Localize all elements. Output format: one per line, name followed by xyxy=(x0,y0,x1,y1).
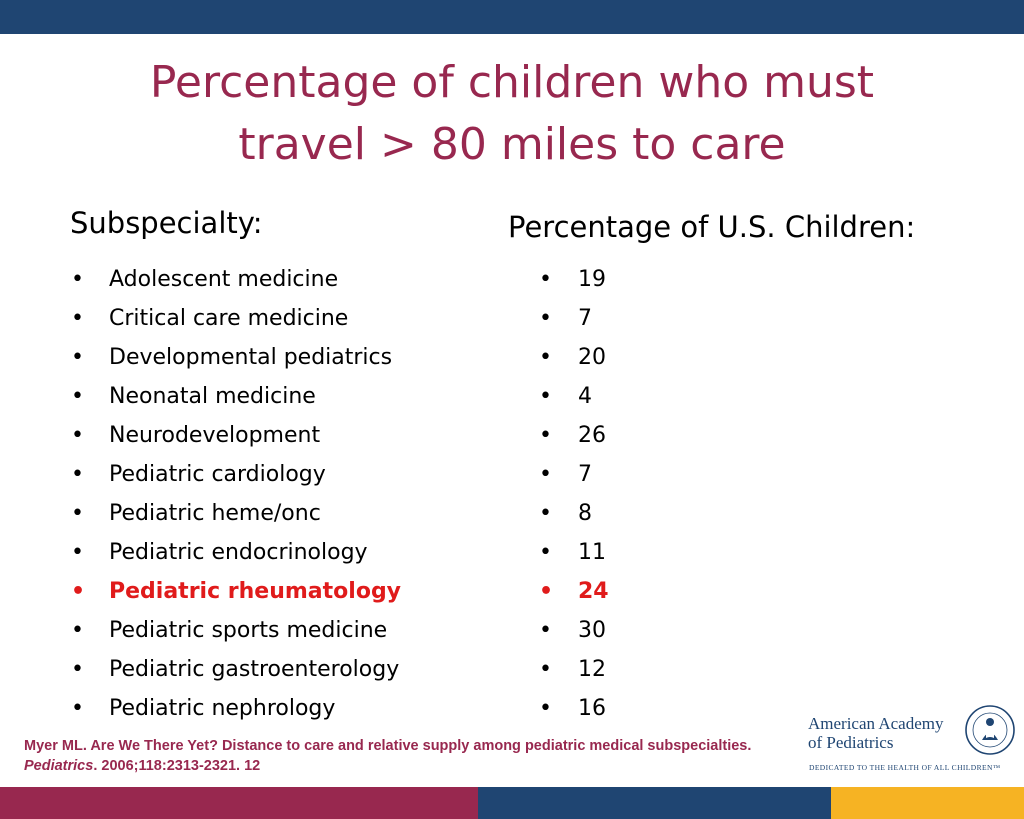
title-line-1: Percentage of children who must xyxy=(149,57,875,108)
citation: Myer ML. Are We There Yet? Distance to c… xyxy=(24,736,784,776)
bullet-icon: • xyxy=(71,345,84,370)
bullet-icon: • xyxy=(71,384,84,409)
bullet-icon: • xyxy=(539,657,552,682)
percentage-item-text: 7 xyxy=(578,462,592,487)
percentage-item-text: 24 xyxy=(578,579,609,604)
slide-title: Percentage of children who must travel >… xyxy=(0,52,1024,176)
percentage-item-text: 16 xyxy=(578,696,606,721)
subspecialty-item-text: Pediatric sports medicine xyxy=(109,618,388,643)
percentage-item-text: 12 xyxy=(578,657,606,682)
subspecialty-item-text: Neonatal medicine xyxy=(109,384,316,409)
percentage-item-text: 8 xyxy=(578,501,592,526)
aap-logo: American Academy of Pediatrics DEDICATED… xyxy=(808,704,1020,778)
bullet-icon: • xyxy=(539,579,554,604)
percentage-item-text: 26 xyxy=(578,423,606,448)
percentage-item-text: 7 xyxy=(578,306,592,331)
percentage-item-text: 19 xyxy=(578,267,606,292)
percentage-item-text: 30 xyxy=(578,618,606,643)
bullet-icon: • xyxy=(539,384,552,409)
bullet-icon: • xyxy=(71,540,84,565)
top-banner-bar xyxy=(0,0,1024,34)
bottom-bar-navy xyxy=(478,787,831,819)
bullet-icon: • xyxy=(539,306,552,331)
aap-logo-name: American Academy of Pediatrics xyxy=(808,714,943,752)
citation-journal: Pediatrics xyxy=(24,758,94,774)
subspecialty-item-text: Neurodevelopment xyxy=(109,423,321,448)
title-line-2: travel > 80 miles to care xyxy=(238,119,786,170)
percentage-item-text: 4 xyxy=(578,384,592,409)
citation-text: Myer ML. Are We There Yet? Distance to c… xyxy=(24,738,752,754)
subspecialty-item-text: Pediatric endocrinology xyxy=(109,540,368,565)
subspecialty-column-header: Subspecialty: xyxy=(70,206,263,240)
subspecialty-item-text: Pediatric nephrology xyxy=(109,696,336,721)
bullet-icon: • xyxy=(539,618,552,643)
bullet-icon: • xyxy=(71,579,86,604)
subspecialty-item-text: Developmental pediatrics xyxy=(109,345,393,370)
subspecialty-item-text: Pediatric gastroenterology xyxy=(109,657,400,682)
bullet-icon: • xyxy=(71,423,84,448)
subspecialty-item-text: Pediatric heme/onc xyxy=(109,501,321,526)
subspecialty-item-text: Pediatric cardiology xyxy=(109,462,326,487)
bullet-icon: • xyxy=(539,423,552,448)
aap-logo-name-line-1: American Academy xyxy=(808,714,944,733)
subspecialty-item-text: Adolescent medicine xyxy=(109,267,339,292)
bullet-icon: • xyxy=(71,306,84,331)
bullet-icon: • xyxy=(71,618,84,643)
bullet-icon: • xyxy=(71,501,84,526)
subspecialty-item-text: Pediatric rheumatology xyxy=(109,579,402,604)
percentage-item-text: 20 xyxy=(578,345,606,370)
bullet-icon: • xyxy=(71,657,84,682)
citation-details: . 2006;118:2313-2321. 12 xyxy=(93,758,261,774)
bullet-icon: • xyxy=(71,696,84,721)
bullet-icon: • xyxy=(539,462,552,487)
bullet-icon: • xyxy=(539,501,552,526)
aap-logo-tagline: DEDICATED TO THE HEALTH OF ALL CHILDREN™ xyxy=(809,763,1001,772)
bullet-icon: • xyxy=(539,267,552,292)
bottom-bar-gold xyxy=(831,787,1024,819)
aap-logo-name-line-2: of Pediatrics xyxy=(808,733,894,752)
bullet-icon: • xyxy=(539,345,552,370)
percentage-column-header: Percentage of U.S. Children: xyxy=(508,210,916,244)
bullet-icon: • xyxy=(71,267,84,292)
percentage-item-text: 11 xyxy=(578,540,606,565)
subspecialty-item-text: Critical care medicine xyxy=(109,306,349,331)
bullet-icon: • xyxy=(539,696,552,721)
bullet-icon: • xyxy=(539,540,552,565)
aap-seal-icon xyxy=(965,705,1015,755)
bullet-icon: • xyxy=(71,462,84,487)
bottom-bar-maroon xyxy=(0,787,478,819)
